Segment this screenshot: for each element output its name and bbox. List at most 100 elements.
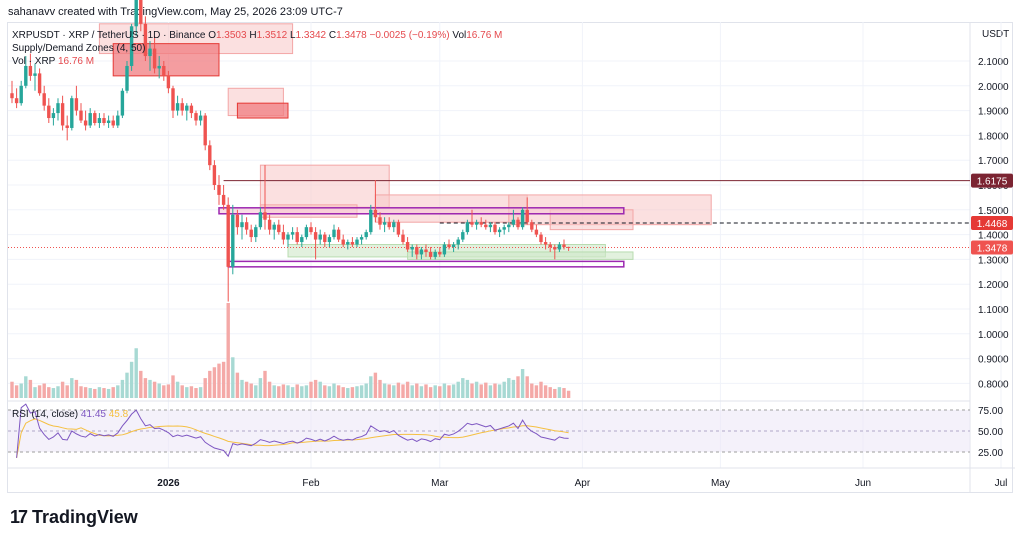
- candle-body: [272, 224, 276, 230]
- candle-body: [267, 219, 272, 230]
- volume-bar: [428, 387, 433, 398]
- candle-body: [405, 242, 410, 250]
- candle-body: [327, 237, 332, 243]
- candle-body: [244, 222, 249, 230]
- rsi-legend[interactable]: RSI (14, close) 41.45 45.8: [12, 409, 128, 420]
- volume-bar: [318, 381, 322, 398]
- candle-body: [438, 251, 442, 255]
- volume-bar: [534, 385, 539, 398]
- symbol-legend[interactable]: XRPUSDT · XRP / TetherUS · 1D · Binance …: [12, 30, 502, 41]
- volume-bar: [208, 370, 212, 398]
- candle-body: [447, 244, 451, 247]
- candle-body: [479, 222, 483, 225]
- candle-body: [51, 113, 56, 119]
- volume-bar: [419, 386, 424, 398]
- volume-bar: [56, 386, 60, 398]
- candle-body: [74, 98, 79, 111]
- volume-bar: [373, 372, 378, 398]
- candle-body: [148, 48, 152, 57]
- candle-body: [392, 222, 396, 228]
- candle-body: [212, 165, 217, 185]
- candle-body: [65, 125, 69, 128]
- rsi-tick-label: 50.00: [978, 427, 1003, 438]
- price-tag-box: [971, 215, 1013, 230]
- candle-body: [300, 237, 304, 243]
- candle-body: [134, 0, 138, 27]
- volume-bar: [212, 367, 217, 398]
- volume-bar: [493, 383, 497, 398]
- candle-body: [516, 219, 520, 228]
- candle-body: [290, 232, 295, 235]
- candle-body: [28, 65, 33, 76]
- candle-body: [534, 229, 539, 235]
- candle-body: [263, 212, 267, 220]
- volume-legend[interactable]: Vol · XRP 16.76 M: [12, 56, 94, 67]
- tradingview-logo[interactable]: 17 TradingView: [10, 507, 138, 528]
- candle-body: [221, 194, 226, 205]
- candle-body: [474, 222, 479, 225]
- volume-bar: [507, 378, 511, 398]
- volume-bar: [143, 378, 148, 398]
- volume-bar: [175, 381, 180, 398]
- candle-body: [456, 239, 460, 245]
- candle-body: [240, 222, 244, 228]
- candle-body: [162, 65, 166, 76]
- volume-bar: [217, 363, 221, 398]
- volume-bar: [364, 383, 368, 398]
- candle-body: [396, 222, 401, 235]
- candle-body: [332, 229, 336, 238]
- candle-body: [313, 232, 318, 240]
- volume-bar: [226, 303, 230, 398]
- volume-bar: [272, 385, 276, 398]
- volume-bar: [346, 388, 350, 398]
- volume-bar: [139, 370, 143, 398]
- candle-body: [493, 224, 497, 233]
- volume-bar: [470, 383, 474, 398]
- candle-body: [185, 105, 189, 111]
- volume-bar: [295, 384, 299, 398]
- candle-body: [410, 247, 414, 250]
- candle-body: [419, 249, 424, 255]
- high-value: 1.3512: [256, 30, 288, 41]
- symbol-name[interactable]: XRPUSDT · XRP / TetherUS · 1D · Binance: [12, 30, 206, 41]
- volume-bar: [539, 381, 543, 398]
- chart-frame: [7, 22, 1013, 493]
- price-tick-label: 1.4000: [978, 231, 1009, 242]
- supply-zone: [236, 102, 289, 119]
- volume-bar: [33, 387, 37, 398]
- candle-body: [258, 212, 263, 228]
- volume-bar: [461, 378, 465, 398]
- volume-bar: [120, 379, 125, 398]
- volume-bar: [102, 388, 106, 398]
- candle-body: [401, 234, 405, 243]
- price-tick-label: 1.2000: [978, 280, 1009, 291]
- candle-body: [557, 244, 562, 250]
- indicator-legend[interactable]: Supply/Demand Zones (4, 50): [12, 43, 146, 54]
- volume-bar: [152, 381, 157, 398]
- volume-bar: [244, 381, 249, 398]
- candle-body: [198, 115, 203, 121]
- candle-body: [152, 48, 157, 69]
- volume-bar: [148, 379, 152, 398]
- volume-bar: [410, 385, 414, 398]
- price-tick-label: 1.3000: [978, 255, 1009, 266]
- volume-bar: [355, 386, 359, 398]
- volume-bar: [162, 385, 166, 398]
- volume-bar: [37, 385, 42, 398]
- candle-body: [382, 222, 387, 225]
- rsi-line: [16, 403, 569, 458]
- candle-body: [507, 224, 511, 228]
- volume-bar: [24, 376, 28, 398]
- candle-body: [433, 251, 437, 257]
- volume-bar: [474, 381, 479, 398]
- time-tick-label: May: [711, 478, 730, 489]
- outlined-zone: [227, 260, 625, 268]
- volume-bar: [180, 385, 184, 398]
- volume-bar: [327, 386, 332, 398]
- candle-body: [373, 209, 378, 218]
- time-tick-label: Jun: [855, 478, 871, 489]
- rsi-value: 41.45: [80, 409, 106, 420]
- volume-bar: [254, 385, 258, 398]
- price-tick-label: 1.9000: [978, 107, 1009, 118]
